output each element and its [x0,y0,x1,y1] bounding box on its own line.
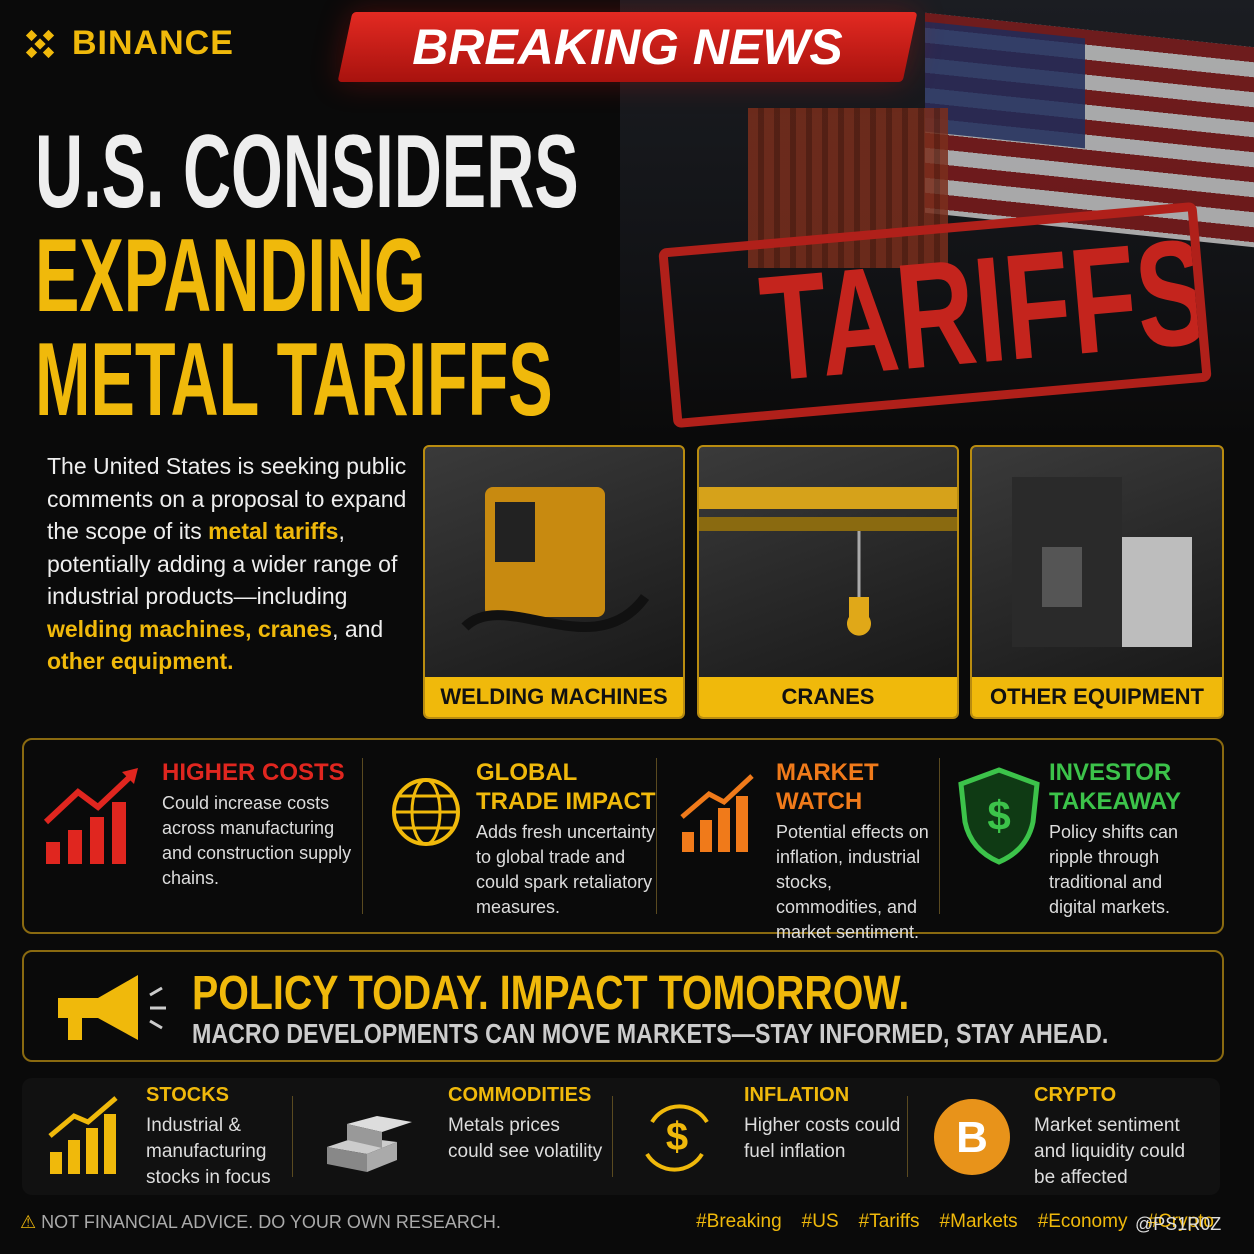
market-column: INFLATION Higher costs could fuel inflati… [744,1084,904,1201]
shipping-container [748,108,948,268]
product-label: WELDING MACHINES [425,677,683,717]
impact-text: Could increase costs across manufacturin… [162,793,352,888]
hashtag: #Crypto [1147,1211,1214,1232]
stamp-text: TARIFFS [754,206,1212,413]
slogan-panel: POLICY TODAY. IMPACT TOMORROW. MACRO DEV… [22,950,1224,1062]
market-text: Metals prices could see volatility [448,1115,603,1162]
separator [292,1096,293,1177]
market-icon [44,1092,134,1187]
market-column: COMMODITIES Metals prices could see volat… [448,1084,608,1201]
headline-line: U.S. CONSIDERS [35,114,579,230]
impact-icon: $ [949,762,1059,877]
separator [612,1096,613,1177]
market-column: CRYPTO Market sentiment and liquidity cou… [1034,1084,1194,1201]
market-icon: B [927,1092,1017,1187]
slogan-subtitle-wrap: MACRO DEVELOPMENTS CAN MOVE MARKETS—STAY… [192,1018,1254,1050]
highlight-text: welding machines, cranes [47,615,333,642]
impact-column: INVESTOR TAKEAWAY Policy shifts can rippl… [1049,758,1199,950]
slogan-subtitle: MACRO DEVELOPMENTS CAN MOVE MARKETS—STAY… [192,1018,1109,1049]
impact-icon [376,762,486,877]
product-label: CRANES [699,677,957,717]
highlight-text: other equipment. [47,648,234,674]
impact-icon [674,762,784,877]
body-text: , potentially adding a wider range of in… [47,518,398,609]
separator [907,1096,908,1177]
markets-panel: STOCKS Industrial & manufacturing stocks … [22,1078,1220,1195]
hashtag: #Tariffs [858,1211,920,1232]
impact-icon [38,762,148,877]
market-column: STOCKS Industrial & manufacturing stocks … [146,1084,306,1201]
separator [939,758,940,914]
market-text: Market sentiment and liquidity could be … [1034,1115,1186,1188]
product-card: CRANES [697,445,959,719]
hashtag: #US [801,1211,839,1232]
headline-line: EXPANDING [35,218,426,334]
impact-title: INVESTOR TAKEAWAY [1049,759,1182,815]
brand-logo [25,29,55,59]
body-text: , and [332,615,384,642]
headline-line: METAL TARIFFS [35,322,553,438]
impact-column: HIGHER COSTS Could increase costs across … [162,758,352,950]
product-card: OTHER EQUIPMENT [970,445,1224,719]
slogan-title-wrap: POLICY TODAY. IMPACT TOMORROW. [192,966,1067,1021]
body-text: The United States is seeking public comm… [47,453,407,544]
product-card: WELDING MACHINES [423,445,685,719]
disclaimer: ⚠ NOT FINANCIAL ADVICE. DO YOUR OWN RESE… [20,1212,501,1233]
product-label: OTHER EQUIPMENT [972,677,1222,717]
market-text: Industrial & manufacturing stocks in foc… [146,1115,271,1188]
market-text: Higher costs could fuel inflation [744,1115,901,1162]
banner-text: BREAKING NEWS [412,19,843,75]
flag-canton [925,21,1085,149]
separator [656,758,657,914]
brand-name: BINANCE [72,24,234,62]
highlight-text: metal tariffs [208,518,339,544]
market-title: STOCKS [146,1084,229,1106]
svg-text:$: $ [666,1115,688,1159]
svg-text:B: B [956,1113,988,1162]
hashtag: #Markets [939,1211,1018,1232]
impact-title: MARKET WATCH [776,759,879,815]
impact-panel: HIGHER COSTS Could increase costs across … [22,738,1224,942]
impact-text: Adds fresh uncertainty to global trade a… [476,822,656,917]
warning-icon: ⚠ [20,1212,37,1232]
watermark: @PS1R0Z [1135,1214,1222,1234]
market-title: COMMODITIES [448,1084,592,1106]
impact-text: Policy shifts can ripple through traditi… [1049,822,1179,917]
impact-title: HIGHER COSTS [162,759,345,786]
slogan-title: POLICY TODAY. IMPACT TOMORROW. [192,967,910,1020]
hashtag: #Breaking [696,1211,782,1232]
intro-paragraph: The United States is seeking public comm… [47,450,407,678]
impact-column: GLOBAL TRADE IMPACT Adds fresh uncertaint… [476,758,656,950]
market-title: INFLATION [744,1084,850,1106]
welding-image [461,487,650,632]
impact-title: GLOBAL TRADE IMPACT [476,759,656,815]
megaphone-icon [58,975,166,1040]
crane-image [699,487,957,636]
disclaimer-text: NOT FINANCIAL ADVICE. DO YOUR OWN RESEAR… [41,1212,501,1232]
separator [362,758,363,914]
hashtags: #Breaking #US #Tariffs #Markets #Economy #Cry… [676,1211,1214,1233]
impact-column: MARKET WATCH Potential effects on inflati… [776,758,941,950]
market-icon [317,1092,427,1187]
equipment-image [1012,477,1192,647]
impact-text: Potential effects on inflation, industri… [776,822,929,942]
market-title: CRYPTO [1034,1084,1117,1106]
headline: U.S. CONSIDERS EXPANDING METAL TARIFFS [35,120,625,432]
hashtag: #Economy [1037,1211,1128,1232]
svg-text:$: $ [987,792,1010,839]
market-icon: $ [632,1092,722,1187]
